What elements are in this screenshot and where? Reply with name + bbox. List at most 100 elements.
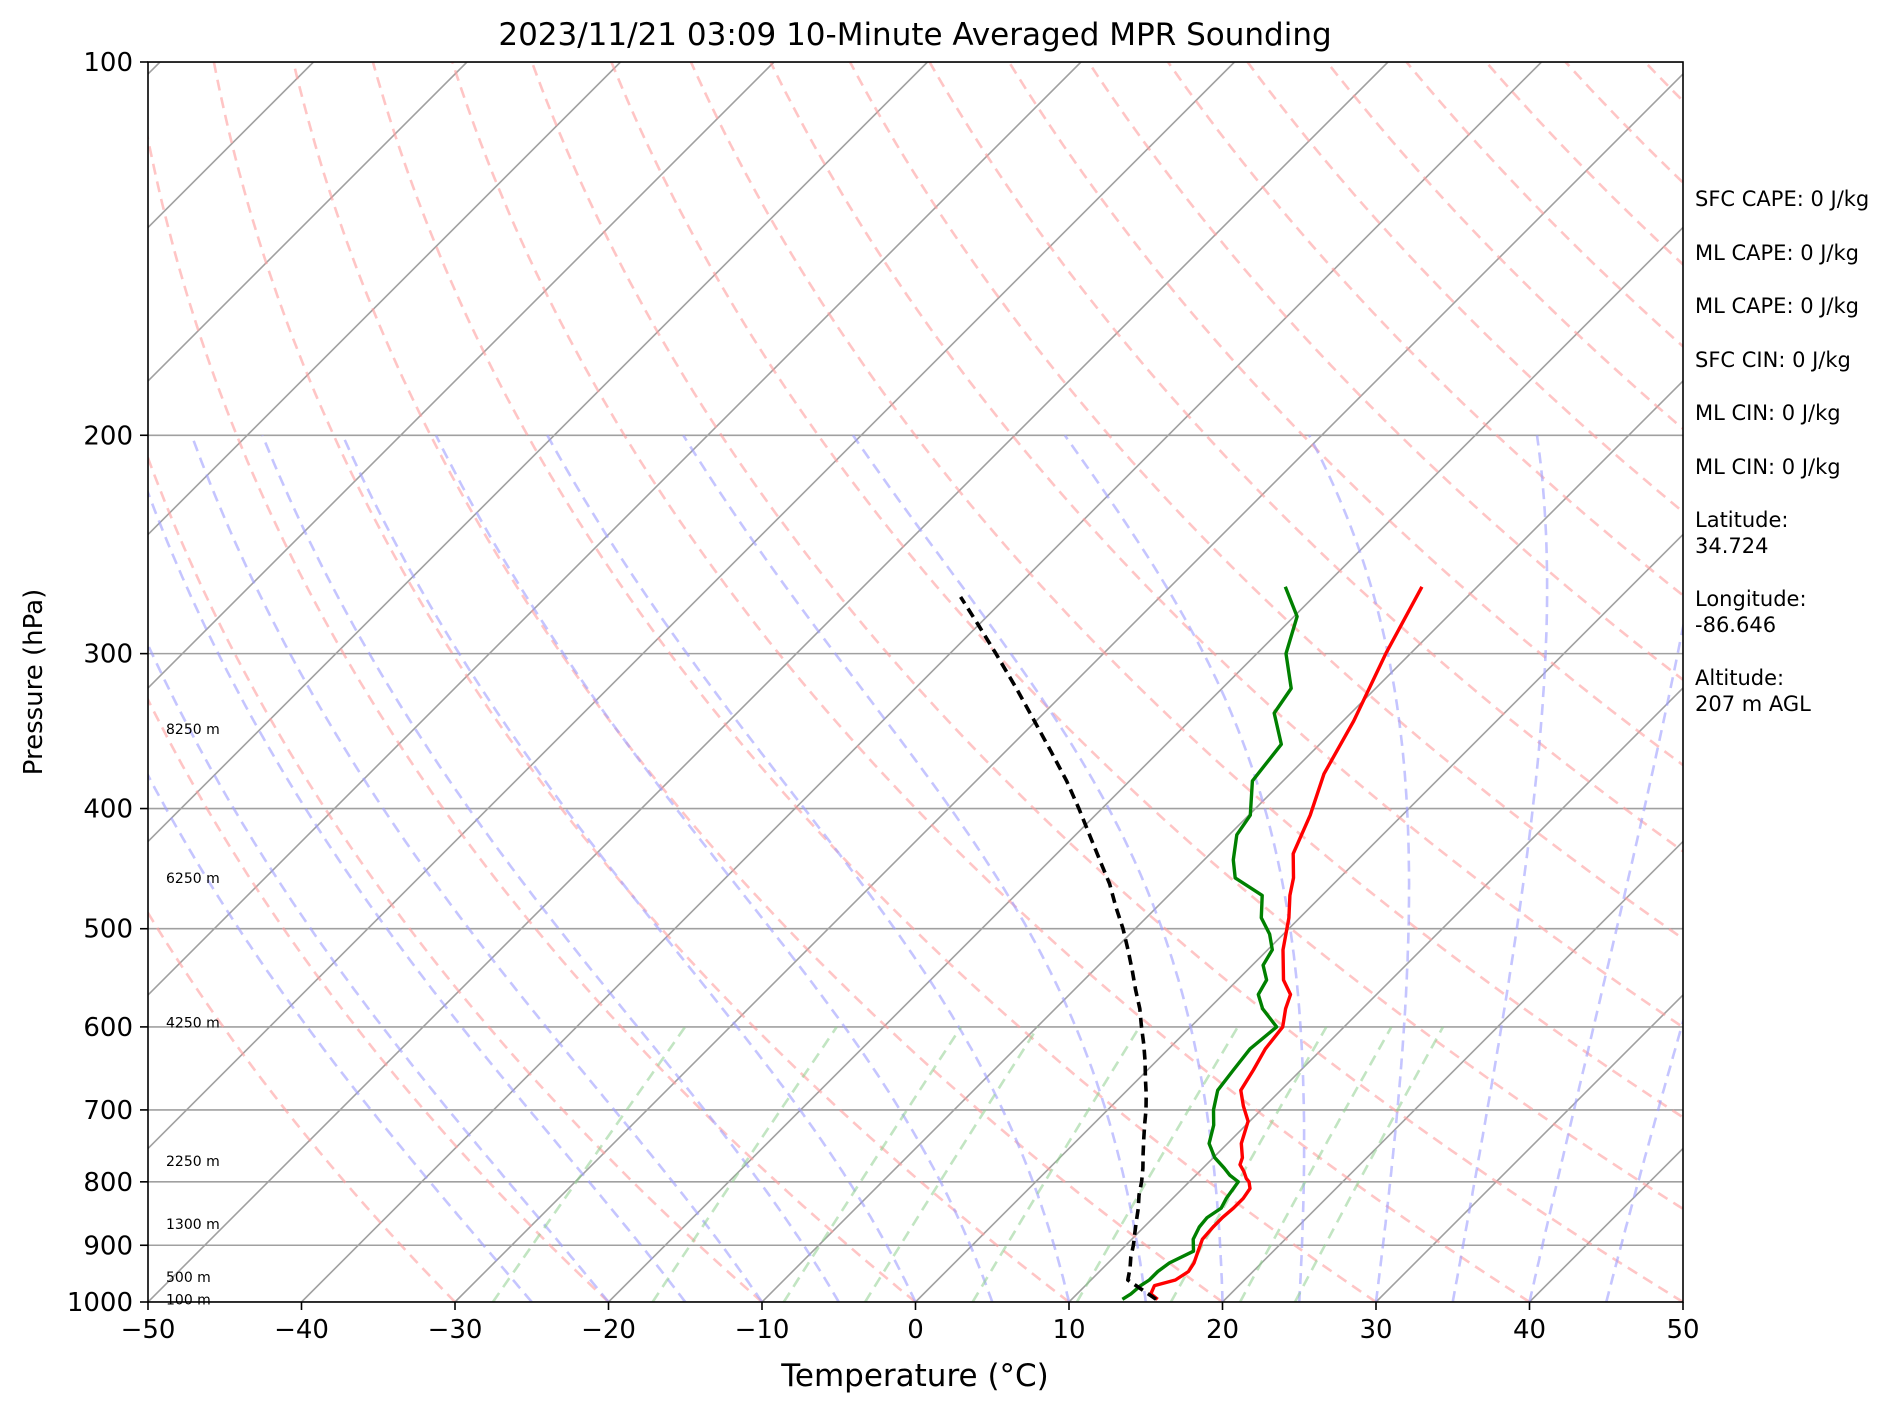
mixing-ratio-line xyxy=(1075,1026,1239,1302)
latitude-value: 34.724 xyxy=(1695,534,1769,558)
x-tick-label: 10 xyxy=(1052,1315,1085,1345)
longitude-block: Longitude: -86.646 xyxy=(1695,586,1885,638)
dry-adiabat-line xyxy=(1325,62,1683,431)
y-tick-label: 900 xyxy=(83,1231,133,1261)
moist-adiabat-line xyxy=(1451,435,1549,1302)
temperature-line xyxy=(1149,585,1424,1301)
dry-adiabat-line xyxy=(148,910,456,1302)
height-labels: 8250 m 6250 m 4250 m 2250 m 1300 m 500 m 100 m xyxy=(166,722,220,1308)
y-tick-label: 1000 xyxy=(67,1288,133,1318)
dry-adiabat-line xyxy=(371,62,1377,1302)
stat-ml-cape-2: ML CAPE: 0 J/kg xyxy=(1695,294,1860,318)
mixing-ratio-line xyxy=(971,1026,1141,1302)
isotherm-line xyxy=(148,62,622,536)
x-tick-label: 40 xyxy=(1513,1315,1546,1345)
dry-adiabat-line xyxy=(212,62,1070,1302)
stat-ml-cin-2: ML CIN: 0 J/kg xyxy=(1695,454,1841,479)
altitude-value: 207 m AGL xyxy=(1695,692,1811,716)
moist-adiabat-line xyxy=(851,434,1224,1302)
isotherm-line xyxy=(1221,840,1683,1302)
isotherm-line xyxy=(914,533,1683,1302)
y-tick-label: 300 xyxy=(83,640,133,670)
isotherm-line xyxy=(148,62,1389,1302)
x-tick-label: 50 xyxy=(1666,1315,1699,1345)
stat-sfc-cape: SFC CAPE: 0 J/kg xyxy=(1695,187,1870,211)
chart-title: 2023/11/21 03:09 10-Minute Averaged MPR … xyxy=(498,17,1331,53)
longitude-value: -86.646 xyxy=(1695,613,1777,637)
x-tick-label: −20 xyxy=(581,1315,636,1345)
isotherm-line xyxy=(148,62,468,383)
dry-adiabat-line xyxy=(148,454,763,1302)
y-tick-label: 600 xyxy=(83,1013,133,1043)
isotherm-line xyxy=(0,62,7,1302)
x-tick-label: 30 xyxy=(1359,1315,1392,1345)
height-label: 2250 m xyxy=(166,1154,220,1170)
moist-adiabat-line xyxy=(148,641,610,1302)
mixing-ratio-line xyxy=(863,1026,1039,1302)
mixing-ratio-line xyxy=(782,1026,963,1302)
moist-adiabat-line xyxy=(434,434,994,1302)
y-tick-label: 800 xyxy=(83,1168,133,1198)
stat-sfc-cin: SFC CIN: 0 J/kg xyxy=(1695,347,1851,372)
y-tick-label: 200 xyxy=(83,421,133,451)
dry-adiabat-line xyxy=(1087,62,1683,682)
isotherm-line xyxy=(1068,686,1683,1302)
height-label: 100 m xyxy=(166,1292,211,1308)
sounding-series xyxy=(959,585,1424,1301)
y-tick-label: 700 xyxy=(83,1096,133,1126)
dry-adiabat-line xyxy=(451,62,1531,1302)
isotherm-line xyxy=(300,62,1543,1302)
mixing-ratio-line xyxy=(491,1026,687,1302)
stat-ml-cape: ML CAPE: 0 J/kg xyxy=(1695,240,1860,265)
mixing-ratio-line xyxy=(1238,1026,1393,1302)
height-label: 1300 m xyxy=(166,1217,220,1233)
dry-adiabat-line xyxy=(1246,62,1683,514)
dewpoint-line xyxy=(1121,586,1299,1301)
moist-adiabat-line xyxy=(1063,434,1306,1302)
isotherm-line xyxy=(1375,993,1683,1302)
latitude-block: Latitude: 34.724 xyxy=(1695,507,1885,559)
stat-ml-cin: ML CIN: 0 J/kg xyxy=(1695,401,1841,425)
y-tick-label: 100 xyxy=(83,48,133,78)
axes: −50 −40 −30 −20 −10 0 10 20 30 40 50 100 200 300 400 50… xyxy=(67,48,1700,1345)
moist-adiabat-line xyxy=(148,488,687,1302)
mixing-ratio-line xyxy=(1293,1026,1445,1302)
isotherm-line xyxy=(148,62,1236,1150)
moist-adiabat-line xyxy=(682,434,1148,1302)
isotherm-line xyxy=(607,226,1683,1302)
dry-adiabat-line xyxy=(530,62,1683,1302)
moist-adiabat-line xyxy=(1605,1017,1683,1302)
isotherm-line xyxy=(148,62,775,690)
mixing-ratio-line xyxy=(651,1026,838,1302)
dry-adiabat-line xyxy=(689,62,1683,1119)
dry-adiabat-line xyxy=(148,132,917,1302)
isotherm-line xyxy=(148,62,929,843)
moist-adiabat-line xyxy=(1308,434,1411,1302)
altitude-block: Altitude: 207 m AGL xyxy=(1695,665,1885,717)
moist-adiabat-line xyxy=(190,434,764,1302)
dry-adiabat-line xyxy=(769,62,1683,1029)
isotherm-line xyxy=(761,379,1683,1302)
stats-panel: SFC CAPE: 0 J/kg ML CAPE: 0 J/kg ML CAPE… xyxy=(1695,186,1885,744)
moist-adiabat-line xyxy=(261,434,840,1302)
x-tick-label: −50 xyxy=(121,1315,176,1345)
y-tick-label: 400 xyxy=(83,795,133,825)
moist-adiabat-line xyxy=(546,434,1071,1302)
x-tick-label: −30 xyxy=(428,1315,483,1345)
background-grid xyxy=(0,62,1683,1302)
x-tick-label: −40 xyxy=(274,1315,329,1345)
dry-adiabat-line xyxy=(610,62,1683,1211)
x-tick-label: 20 xyxy=(1206,1315,1239,1345)
height-label: 4250 m xyxy=(166,1015,220,1031)
latitude-label: Latitude: xyxy=(1695,508,1789,532)
height-label: 8250 m xyxy=(166,722,220,738)
x-tick-label: 0 xyxy=(907,1315,924,1345)
dry-adiabat-line xyxy=(292,62,1224,1302)
isotherm-line xyxy=(148,62,1082,997)
longitude-label: Longitude: xyxy=(1695,587,1807,611)
height-label: 6250 m xyxy=(166,871,220,887)
x-tick-label: −10 xyxy=(735,1315,790,1345)
moist-adiabat-line xyxy=(1528,620,1683,1302)
plot-frame xyxy=(147,61,1684,1303)
moist-adiabat-line xyxy=(341,434,917,1302)
